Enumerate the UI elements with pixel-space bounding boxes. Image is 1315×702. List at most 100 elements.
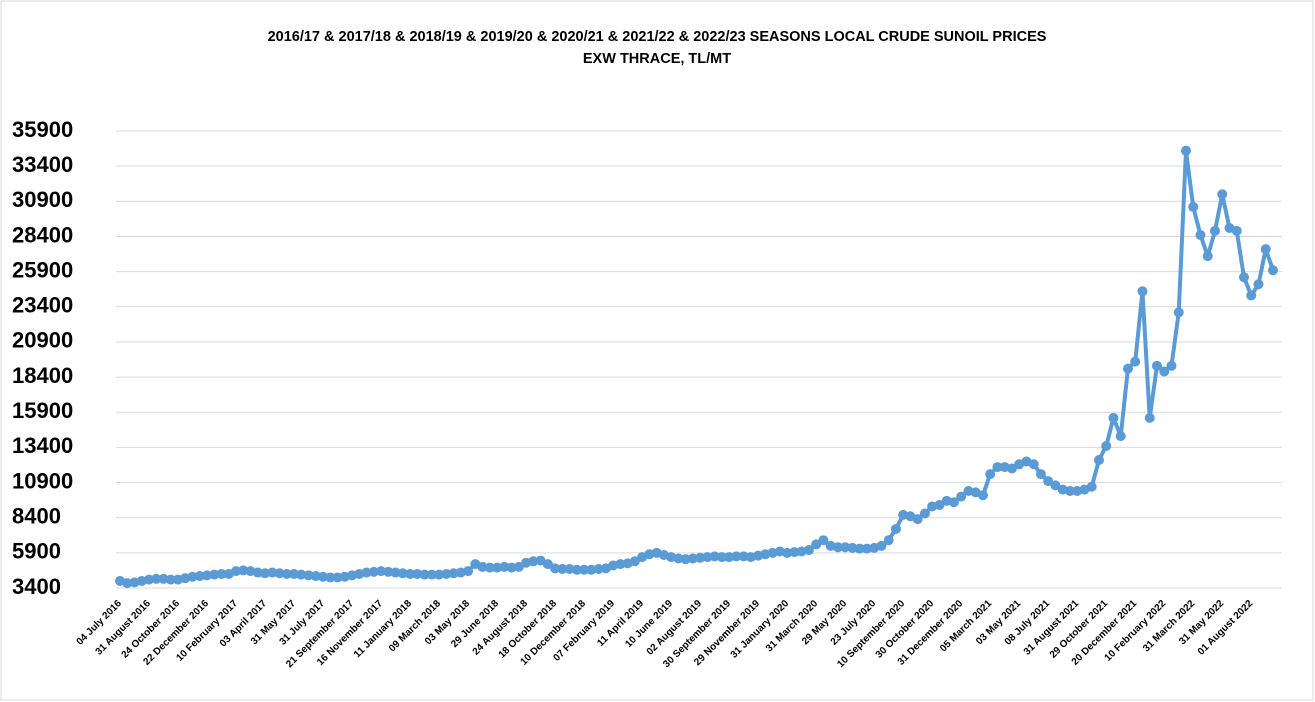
data-point [615, 559, 626, 570]
data-point [383, 566, 394, 577]
data-point [593, 564, 604, 575]
data-point [716, 552, 727, 563]
data-point [158, 573, 169, 584]
data-point [267, 567, 278, 578]
data-point [782, 547, 793, 558]
data-point [1246, 290, 1257, 301]
data-point [1137, 286, 1148, 297]
data-point [571, 564, 582, 575]
data-point [1180, 145, 1191, 156]
data-point [803, 545, 814, 556]
data-point [1115, 431, 1126, 442]
y-tick-label: 18400 [12, 363, 73, 388]
data-point [912, 514, 923, 525]
data-point [332, 572, 343, 583]
data-point [992, 462, 1003, 473]
data-point [122, 578, 133, 589]
data-point [144, 574, 155, 585]
data-point [426, 569, 437, 580]
data-point [202, 570, 213, 581]
data-point [948, 497, 959, 508]
data-point [499, 561, 510, 572]
data-point [861, 543, 872, 554]
data-point [506, 562, 517, 573]
data-point [492, 562, 503, 573]
data-point [977, 490, 988, 501]
data-point [187, 571, 198, 582]
data-point [484, 562, 495, 573]
y-tick-label: 13400 [12, 433, 73, 458]
y-tick-label: 28400 [12, 222, 73, 247]
y-tick-label: 30900 [12, 187, 73, 212]
data-point [811, 539, 822, 550]
data-point [890, 523, 901, 534]
data-point [564, 564, 575, 575]
data-point [883, 535, 894, 546]
data-point [702, 552, 713, 563]
data-point [1006, 463, 1017, 474]
data-point [847, 542, 858, 553]
data-point [1173, 307, 1184, 318]
data-point [441, 568, 452, 579]
data-point [1101, 440, 1112, 451]
data-point [1035, 469, 1046, 480]
data-point [303, 570, 314, 581]
data-point [550, 563, 561, 574]
data-point [151, 573, 162, 584]
data-point [680, 554, 691, 565]
y-tick-label: 25900 [12, 257, 73, 282]
data-point [1144, 412, 1155, 423]
data-point [1122, 363, 1133, 374]
data-point [296, 569, 307, 580]
y-tick-label: 8400 [12, 504, 61, 529]
data-point [738, 551, 749, 562]
data-point [724, 552, 735, 563]
data-point [709, 551, 720, 562]
data-point [542, 559, 553, 570]
data-point [818, 535, 829, 546]
data-point [832, 542, 843, 553]
chart-subtitle: EXW THRACE, TL/MT [583, 51, 731, 67]
data-point [274, 568, 285, 579]
data-point [1050, 480, 1061, 491]
data-point [840, 542, 851, 553]
data-point [1202, 251, 1213, 262]
data-point [1188, 201, 1199, 212]
y-tick-label: 33400 [12, 152, 73, 177]
data-point [318, 571, 329, 582]
data-point [919, 508, 930, 519]
data-point [1043, 476, 1054, 487]
data-point [376, 566, 387, 577]
data-point [281, 568, 292, 579]
data-point [673, 553, 684, 564]
data-point [1159, 366, 1170, 377]
data-point [934, 500, 945, 511]
data-point [1151, 360, 1162, 371]
data-point [477, 561, 488, 572]
data-point [731, 551, 742, 562]
data-point [1238, 272, 1249, 283]
data-point [463, 566, 474, 577]
data-point [1108, 412, 1119, 423]
data-point [985, 469, 996, 480]
data-point [448, 568, 459, 579]
data-point [434, 569, 445, 580]
data-point [1130, 356, 1141, 367]
data-point [194, 571, 205, 582]
data-point [1195, 230, 1206, 241]
data-point [1268, 265, 1278, 276]
data-point [956, 491, 967, 502]
data-point [419, 569, 430, 580]
data-point [289, 568, 300, 579]
y-tick-label: 20900 [12, 328, 73, 353]
data-point [231, 566, 242, 577]
data-point [397, 568, 408, 579]
data-point [390, 567, 401, 578]
data-point [1093, 455, 1104, 466]
y-tick-label: 10900 [12, 468, 73, 493]
y-tick-label: 15900 [12, 398, 73, 423]
data-point [1253, 279, 1264, 290]
data-point [1028, 459, 1039, 470]
